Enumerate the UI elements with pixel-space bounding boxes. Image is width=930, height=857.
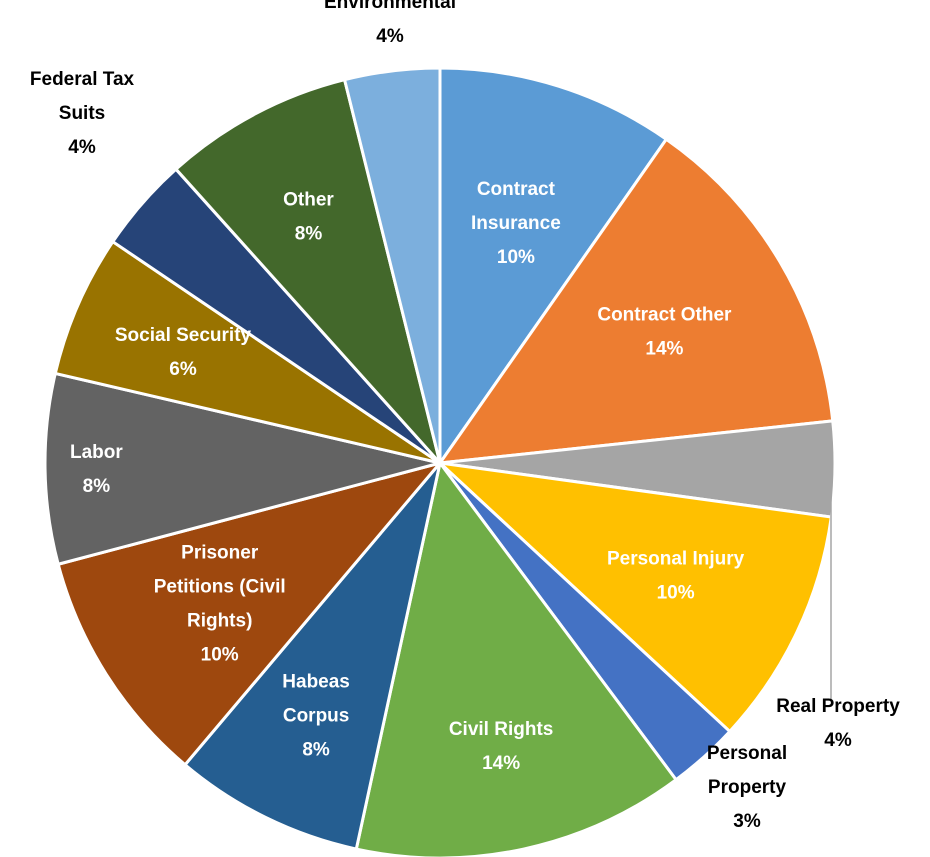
slice-label-personal-property: Personal Property 3%	[707, 743, 787, 832]
slice-name-line: Insurance	[471, 213, 561, 234]
slice-label-real-property: Real Property 4%	[776, 696, 900, 751]
slice-name-line: Property	[708, 777, 787, 798]
slice-label-labor: Labor 8%	[70, 442, 123, 497]
pie-labels: Contract Insurance 10% Contract Other 14% Rea…	[30, 0, 900, 832]
slice-name-line: Corpus	[283, 706, 350, 727]
slice-name-line: Personal Injury	[607, 549, 745, 570]
slice-percent: 4%	[824, 730, 852, 751]
slice-name-line: Personal	[707, 743, 787, 764]
slice-label-other: Other 8%	[283, 189, 334, 244]
slice-percent: 4%	[68, 137, 96, 158]
slice-percent: 6%	[169, 359, 197, 380]
slice-label-habeas-corpus: Habeas Corpus 8%	[282, 672, 350, 761]
slice-percent: 14%	[482, 753, 520, 774]
pie-slice-contract-insurance	[438, 66, 668, 465]
pie-slice-social-security	[53, 240, 442, 465]
slice-percent: 4%	[376, 26, 404, 47]
slice-label-contract-insurance: Contract Insurance 10%	[471, 179, 561, 268]
slice-name-line: Suits	[59, 103, 105, 124]
slice-percent: 3%	[733, 811, 761, 832]
slice-name-line: Environmental	[324, 0, 456, 13]
slice-label-social-security: Social Security 6%	[115, 325, 252, 380]
slice-name-line: Habeas	[282, 672, 350, 693]
slice-name-line: Prisoner	[181, 542, 259, 563]
slice-name-line: Social Security	[115, 325, 252, 346]
pie-slice-habeas-corpus	[183, 461, 442, 851]
slice-name-line: Civil Rights	[449, 719, 554, 740]
slice-label-prisoner-petitions-civil-rights: Prisoner Petitions (Civil Rights) 10%	[154, 542, 286, 665]
pie-slices	[43, 66, 837, 857]
slice-percent: 8%	[295, 223, 323, 244]
pie-slice-civil-rights	[354, 461, 678, 857]
pie-slice-prisoner-petitions-civil-rights	[56, 461, 442, 767]
pie-slice-labor	[43, 371, 442, 566]
slice-percent: 10%	[497, 247, 535, 268]
slice-label-civil-rights: Civil Rights 14%	[449, 719, 554, 774]
slice-name-line: Contract Other	[597, 304, 732, 325]
slice-name-line: Rights)	[187, 610, 252, 631]
slice-percent: 10%	[201, 644, 239, 665]
slice-percent: 8%	[302, 740, 330, 761]
slice-label-contract-other: Contract Other 14%	[597, 304, 732, 359]
slice-name-line: Real Property	[776, 696, 900, 717]
slice-label-personal-injury: Personal Injury 10%	[607, 549, 745, 604]
slice-percent: 10%	[657, 583, 695, 604]
slice-percent: 14%	[645, 338, 683, 359]
slice-percent: 8%	[83, 476, 111, 497]
pie-slice-personal-injury	[438, 461, 833, 733]
slice-name-line: Contract	[477, 179, 556, 200]
slice-name-line: Labor	[70, 442, 123, 463]
slice-label-federal-tax-suits: Federal Tax Suits 4%	[30, 69, 135, 158]
slice-name-line: Petitions (Civil	[154, 576, 286, 597]
slice-name-line: Federal Tax	[30, 69, 135, 90]
slice-label-environmental: Environmental 4%	[324, 0, 456, 47]
slice-name-line: Other	[283, 189, 334, 210]
pie-slice-environmental	[343, 66, 442, 465]
pie-slice-contract-other	[438, 137, 835, 465]
pie-slice-other	[174, 78, 442, 465]
